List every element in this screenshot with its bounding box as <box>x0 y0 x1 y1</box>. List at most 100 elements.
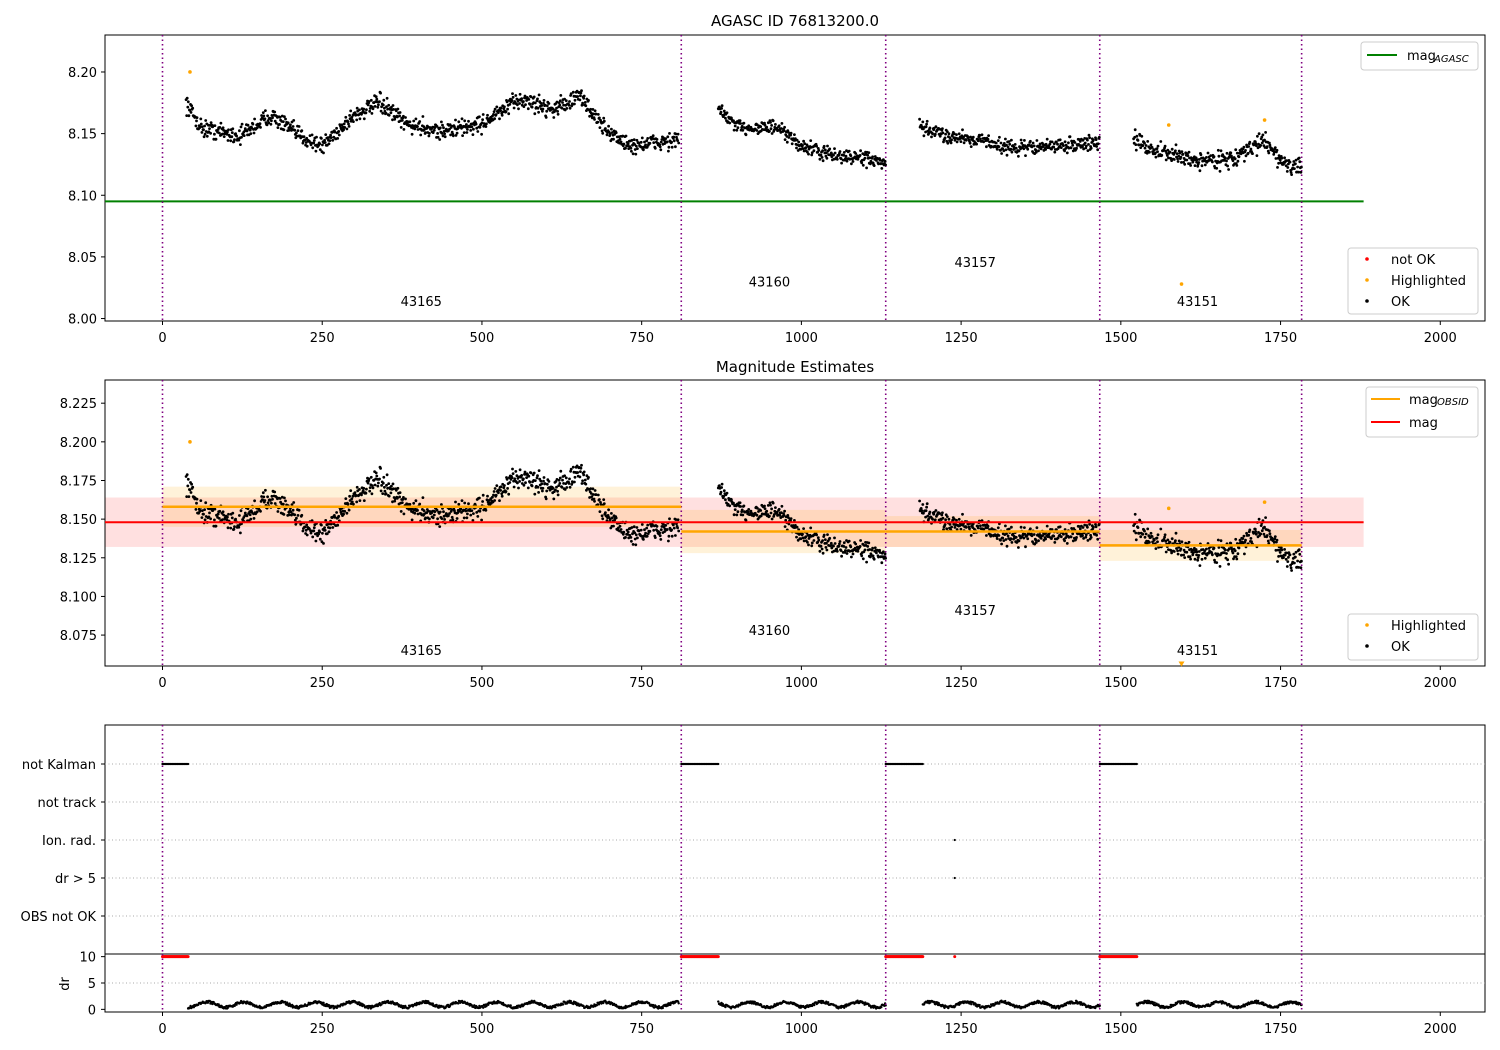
ok-point <box>770 124 773 127</box>
flag-category-label: dr > 5 <box>55 872 96 887</box>
ok-point <box>822 144 826 148</box>
ok-point <box>252 517 256 520</box>
ok-point <box>621 532 625 536</box>
ok-point <box>1293 561 1296 565</box>
ok-point <box>305 144 309 148</box>
ok-point <box>551 487 555 490</box>
ok-point <box>547 480 551 483</box>
ok-point <box>1219 149 1223 153</box>
ok-point <box>231 511 235 515</box>
ok-point <box>849 545 853 549</box>
ok-point <box>640 523 644 526</box>
ok-point <box>443 518 446 521</box>
ok-point <box>976 139 980 143</box>
ok-point <box>844 546 848 549</box>
dr-xtick-label: 250 <box>310 1022 335 1037</box>
ok-point <box>1288 553 1292 557</box>
ok-point <box>410 518 414 522</box>
ok-point <box>1193 557 1197 561</box>
ok-point <box>868 156 872 160</box>
ok-point <box>602 502 606 505</box>
ok-point <box>1280 548 1284 552</box>
ok-point <box>770 507 773 511</box>
legend-marker <box>1365 257 1369 261</box>
ok-point <box>1148 541 1151 544</box>
ok-point <box>606 514 610 517</box>
ok-point <box>1096 537 1100 541</box>
ok-point <box>587 476 590 479</box>
ok-point <box>324 133 328 137</box>
ok-point <box>763 504 766 508</box>
ok-point <box>771 119 775 123</box>
ok-point <box>556 112 560 116</box>
ok-point <box>1136 526 1140 529</box>
ok-point <box>528 102 532 106</box>
ok-point <box>329 136 333 140</box>
ok-point <box>719 490 723 494</box>
ok-point <box>195 497 199 501</box>
ok-point <box>769 127 773 131</box>
ok-point <box>1092 138 1095 142</box>
ok-point <box>644 531 647 535</box>
ok-point <box>1195 158 1199 162</box>
ok-point <box>863 548 867 552</box>
ok-point <box>516 481 519 485</box>
ok-point <box>563 474 566 478</box>
ok-point <box>318 537 322 541</box>
ok-point <box>1211 160 1214 164</box>
ok-point <box>952 132 956 136</box>
ok-point <box>205 134 209 138</box>
ok-point <box>676 518 680 522</box>
ok-point <box>1247 145 1251 148</box>
ok-point <box>358 117 362 121</box>
top-xtick-label: 250 <box>310 331 335 346</box>
ok-point <box>1078 140 1082 143</box>
ok-point <box>1035 139 1039 142</box>
ok-point <box>578 98 582 102</box>
ok-point <box>542 101 545 105</box>
ok-point <box>807 152 810 156</box>
ok-point <box>524 481 527 485</box>
ok-point <box>1242 534 1246 538</box>
ok-point <box>1083 137 1087 140</box>
ok-point <box>399 126 403 129</box>
middle-ytick-label: 8.150 <box>60 513 97 528</box>
ok-point <box>633 537 637 541</box>
ok-point <box>292 119 296 122</box>
ok-point <box>652 528 656 532</box>
ok-point <box>1292 160 1296 163</box>
ok-point <box>955 140 959 144</box>
ok-point <box>217 131 221 135</box>
ok-point <box>249 517 253 521</box>
dr-xtick-label: 0 <box>158 1022 166 1037</box>
ok-point <box>674 534 677 537</box>
ok-point <box>478 125 482 129</box>
ok-point <box>503 105 506 109</box>
ok-point <box>484 125 488 128</box>
ok-point <box>361 489 365 493</box>
ok-point <box>1086 149 1090 153</box>
ok-point <box>463 119 467 123</box>
ok-point <box>441 123 444 127</box>
ok-point <box>851 552 855 556</box>
ok-point <box>370 492 374 496</box>
ok-point <box>278 123 281 126</box>
ok-point <box>594 493 598 496</box>
ok-point <box>185 495 189 498</box>
ok-point <box>600 514 604 518</box>
ok-point <box>557 484 561 487</box>
ok-point <box>1044 148 1047 151</box>
dr-ytick-label: 5 <box>88 977 96 992</box>
ok-point <box>1071 143 1075 147</box>
ok-point <box>859 149 862 153</box>
ok-point <box>957 517 961 521</box>
ok-point <box>365 487 368 491</box>
ok-point <box>627 147 631 151</box>
ok-point <box>551 107 555 111</box>
ok-point <box>1137 143 1141 147</box>
ok-point <box>605 133 609 137</box>
ok-point <box>1143 529 1146 533</box>
ok-point <box>248 128 252 132</box>
flag-category-label: not Kalman <box>22 758 96 773</box>
ok-point <box>675 135 678 139</box>
